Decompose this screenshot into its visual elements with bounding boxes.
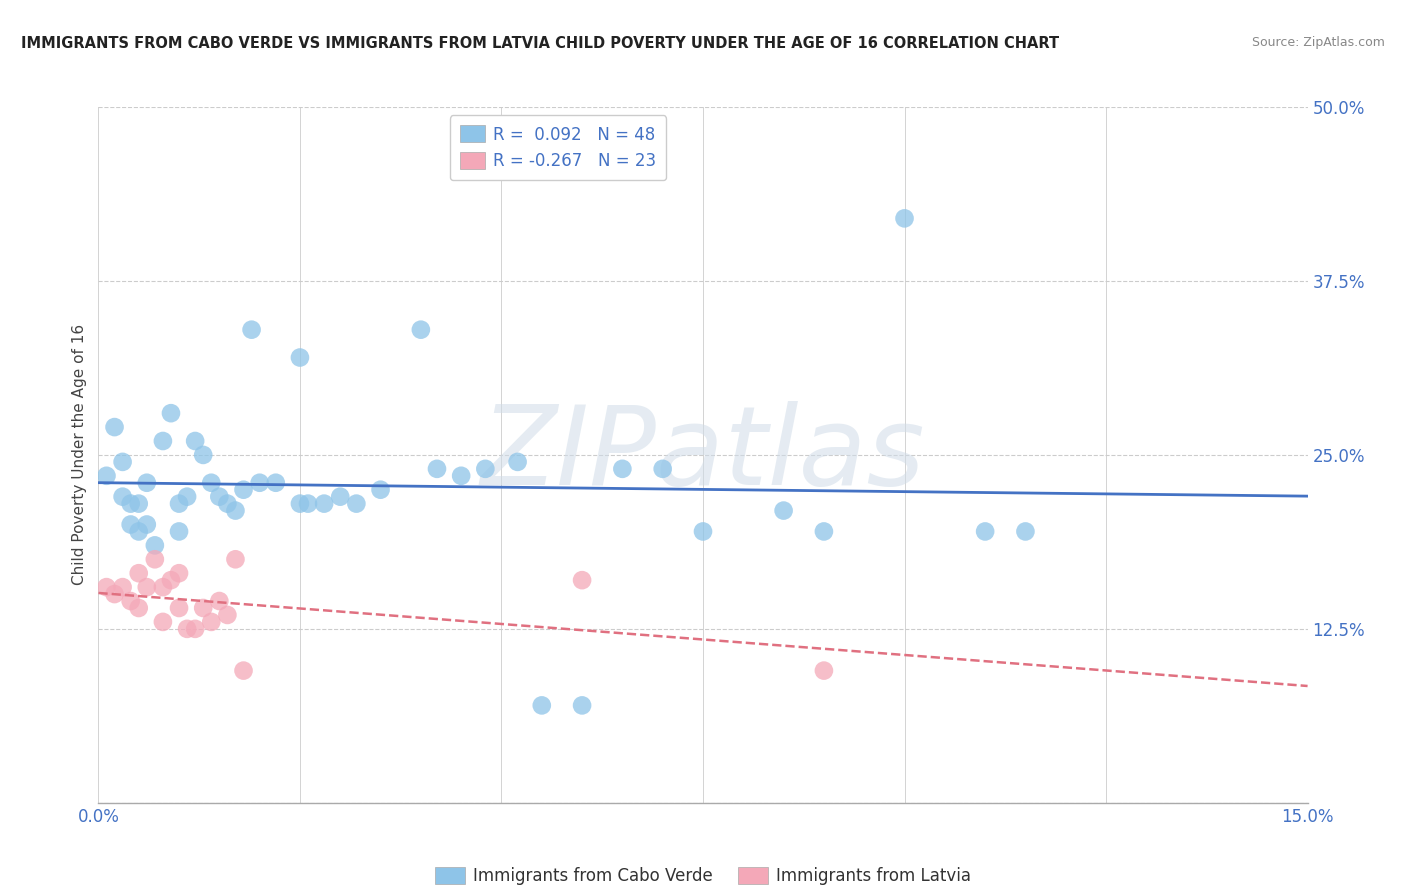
Point	[208, 490, 231, 504]
Point	[571, 573, 593, 587]
Point	[571, 698, 593, 713]
Point	[249, 475, 271, 490]
Point	[200, 615, 222, 629]
Point	[409, 323, 432, 337]
Point	[506, 455, 529, 469]
Point	[813, 664, 835, 678]
Point	[893, 211, 915, 226]
Point	[224, 552, 246, 566]
Point	[160, 406, 183, 420]
Point	[184, 622, 207, 636]
Point	[232, 664, 254, 678]
Point	[370, 483, 392, 497]
Point	[176, 490, 198, 504]
Point	[111, 455, 134, 469]
Point	[224, 503, 246, 517]
Point	[974, 524, 997, 539]
Point	[103, 587, 125, 601]
Point	[772, 503, 794, 517]
Point	[152, 615, 174, 629]
Point	[167, 601, 190, 615]
Point	[232, 483, 254, 497]
Y-axis label: Child Poverty Under the Age of 16: Child Poverty Under the Age of 16	[72, 325, 87, 585]
Point	[152, 580, 174, 594]
Point	[128, 524, 150, 539]
Point	[344, 497, 367, 511]
Legend: Immigrants from Cabo Verde, Immigrants from Latvia: Immigrants from Cabo Verde, Immigrants f…	[427, 860, 979, 891]
Point	[135, 475, 157, 490]
Point	[450, 468, 472, 483]
Point	[530, 698, 553, 713]
Point	[96, 580, 118, 594]
Point	[135, 580, 157, 594]
Point	[167, 524, 190, 539]
Point	[111, 490, 134, 504]
Point	[264, 475, 287, 490]
Point	[143, 552, 166, 566]
Point	[288, 497, 311, 511]
Point	[120, 497, 142, 511]
Point	[297, 497, 319, 511]
Point	[1014, 524, 1036, 539]
Point	[120, 517, 142, 532]
Point	[167, 497, 190, 511]
Point	[329, 490, 352, 504]
Point	[135, 517, 157, 532]
Text: ZIPatlas: ZIPatlas	[481, 401, 925, 508]
Point	[217, 497, 239, 511]
Point	[612, 462, 634, 476]
Point	[208, 594, 231, 608]
Text: IMMIGRANTS FROM CABO VERDE VS IMMIGRANTS FROM LATVIA CHILD POVERTY UNDER THE AGE: IMMIGRANTS FROM CABO VERDE VS IMMIGRANTS…	[21, 36, 1059, 51]
Point	[111, 580, 134, 594]
Point	[152, 434, 174, 448]
Point	[128, 601, 150, 615]
Point	[167, 566, 190, 581]
Point	[96, 468, 118, 483]
Point	[128, 566, 150, 581]
Point	[217, 607, 239, 622]
Point	[474, 462, 496, 476]
Point	[143, 538, 166, 552]
Point	[128, 497, 150, 511]
Point	[160, 573, 183, 587]
Point	[200, 475, 222, 490]
Point	[314, 497, 336, 511]
Point	[193, 448, 215, 462]
Point	[813, 524, 835, 539]
Point	[120, 594, 142, 608]
Point	[692, 524, 714, 539]
Point	[184, 434, 207, 448]
Text: Source: ZipAtlas.com: Source: ZipAtlas.com	[1251, 36, 1385, 49]
Point	[288, 351, 311, 365]
Point	[176, 622, 198, 636]
Point	[426, 462, 449, 476]
Point	[193, 601, 215, 615]
Point	[103, 420, 125, 434]
Point	[651, 462, 673, 476]
Point	[240, 323, 263, 337]
